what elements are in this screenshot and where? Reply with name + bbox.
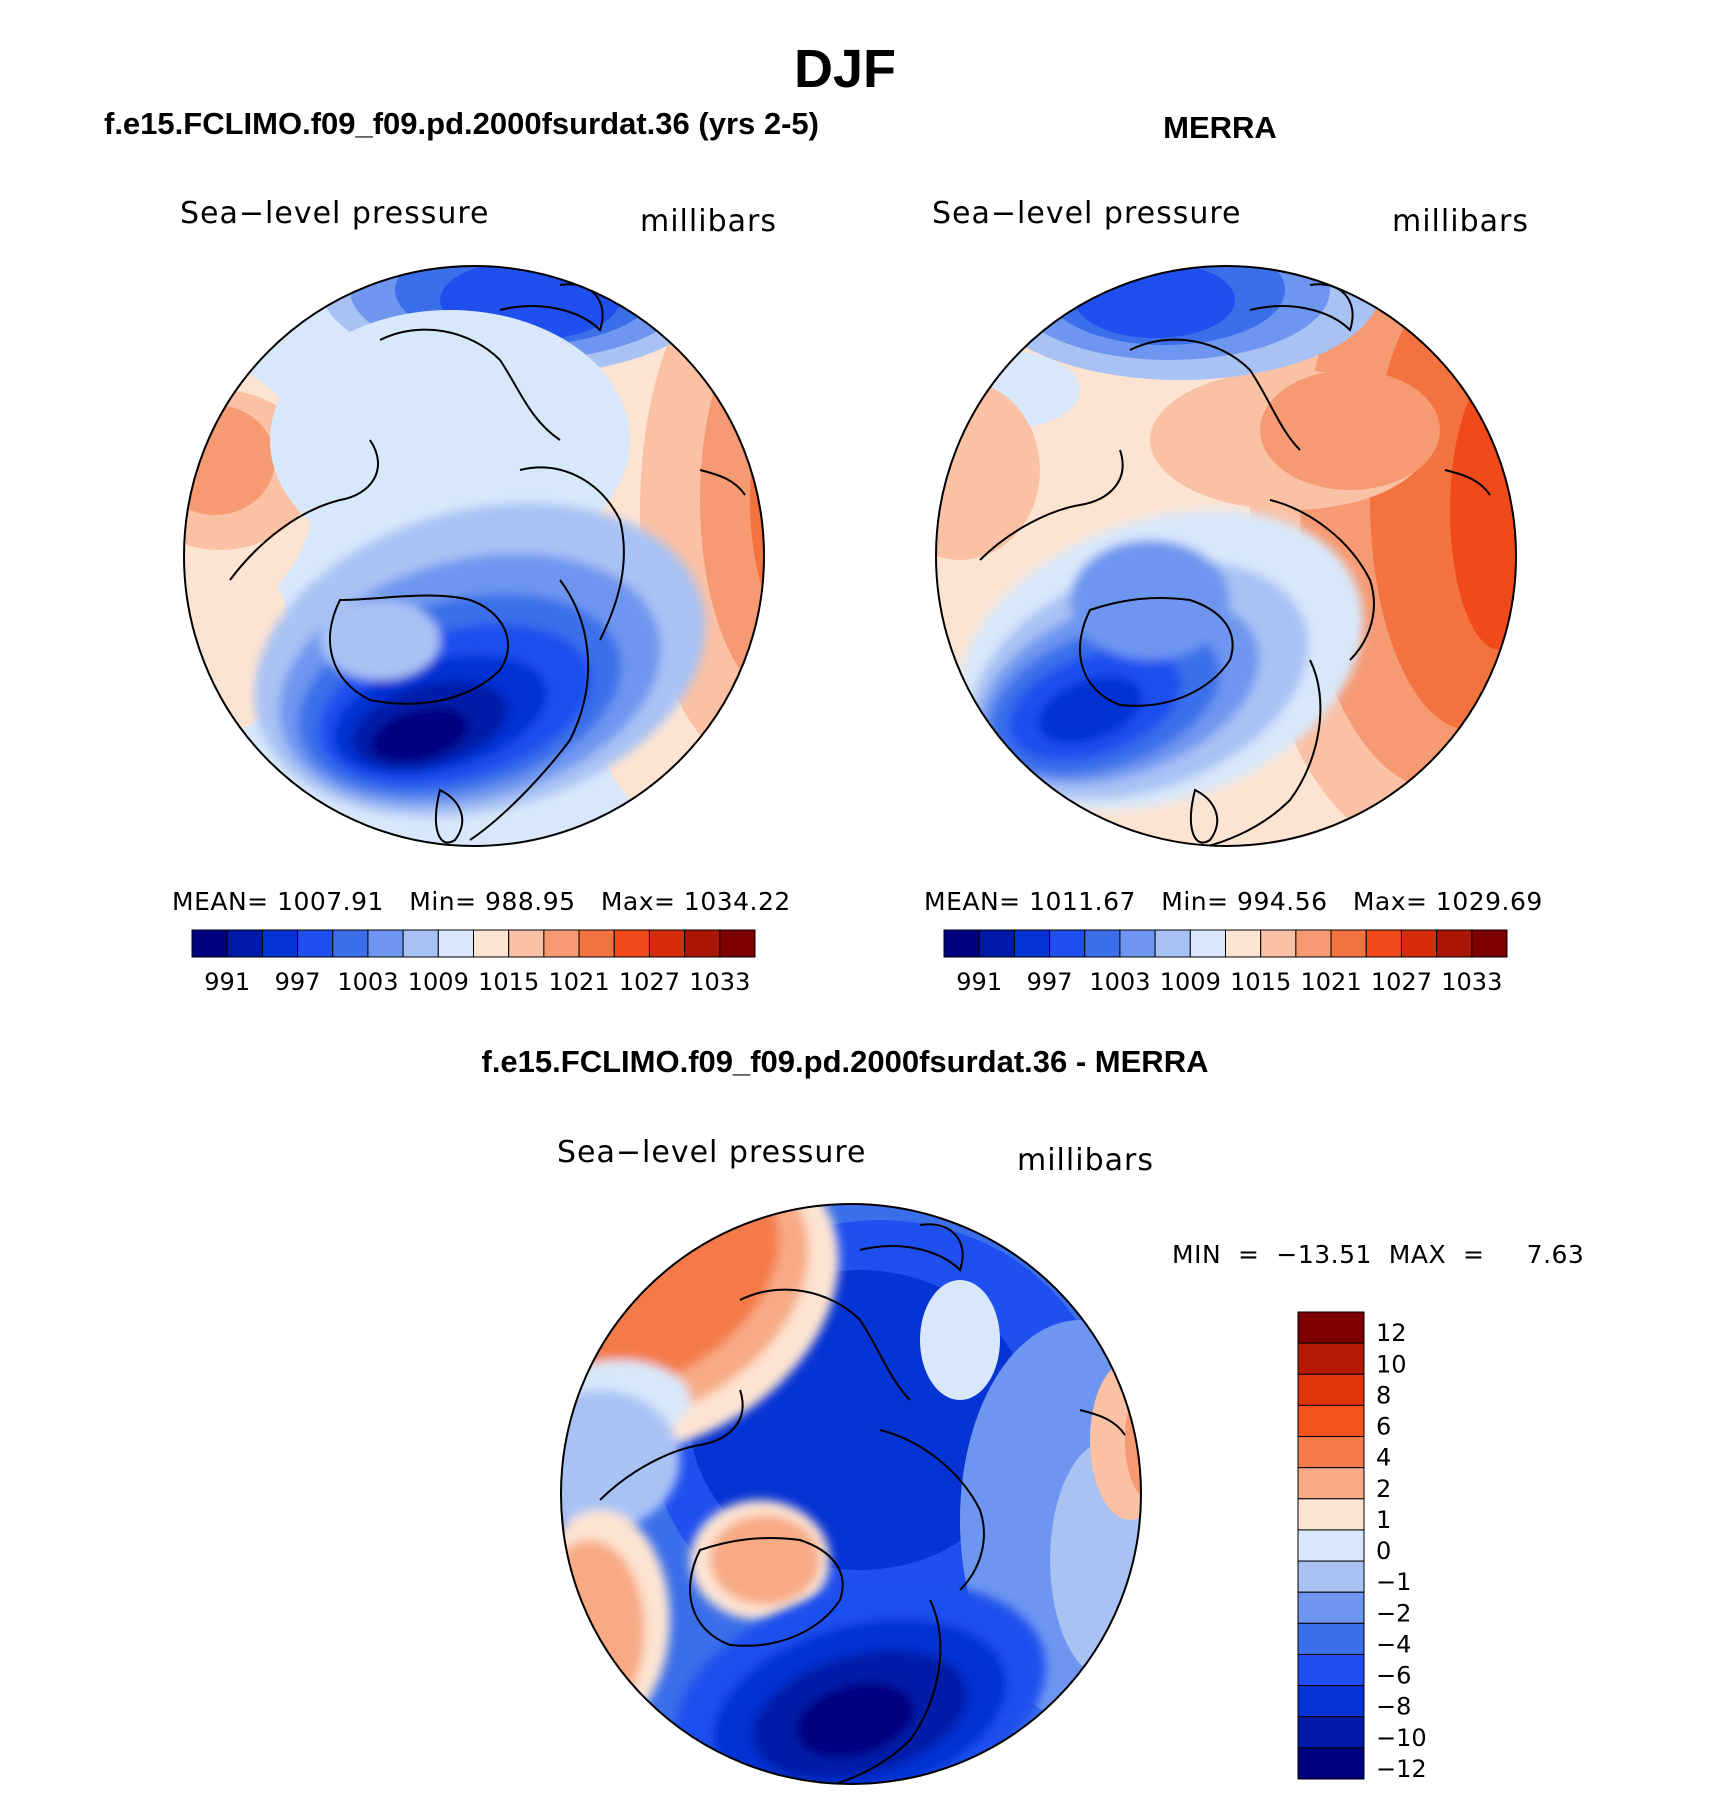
model-panel-title: f.e15.FCLIMO.f09_f09.pd.2000fsurdat.36 (…	[104, 106, 819, 141]
difference-colorbar-tick-label: −10	[1376, 1724, 1427, 1752]
obs-colorbar-tick-label: 1003	[1089, 968, 1150, 996]
difference-colorbar-swatch	[1297, 1342, 1365, 1375]
obs-colorbar-swatch	[1154, 929, 1191, 958]
obs-colorbar-swatch	[1330, 929, 1367, 958]
difference-colorbar-swatch	[1297, 1560, 1365, 1593]
model-colorbar-swatch	[613, 929, 650, 958]
difference-colorbar-swatch	[1297, 1373, 1365, 1406]
obs-colorbar-swatch	[1225, 929, 1262, 958]
obs-stats: MEAN= 1011.67 Min= 994.56 Max= 1029.69	[924, 887, 1543, 916]
model-colorbar-swatch	[261, 929, 299, 958]
obs-units-label: millibars	[1392, 204, 1529, 239]
difference-colorbar-swatch	[1297, 1653, 1365, 1687]
model-colorbar-swatch	[191, 929, 228, 958]
difference-stats: MIN = −13.51 MAX = 7.63	[1172, 1240, 1585, 1269]
obs-colorbar-swatch	[978, 929, 1015, 958]
obs-colorbar-swatch	[1260, 929, 1297, 958]
obs-panel-title: MERRA	[1163, 110, 1277, 145]
obs-colorbar-swatch	[1365, 929, 1402, 958]
model-colorbar-tick-label: 1021	[549, 968, 610, 996]
difference-colorbar-swatch	[1297, 1622, 1365, 1655]
difference-colorbar-tick-label: −2	[1376, 1599, 1411, 1627]
difference-map	[560, 1203, 1142, 1785]
obs-colorbar-tick-label: 991	[956, 968, 1002, 996]
obs-colorbar-tick-label: 1027	[1371, 968, 1432, 996]
difference-colorbar-swatch	[1297, 1747, 1365, 1780]
difference-variable-label: Sea−level pressure	[557, 1135, 867, 1170]
model-colorbar-tick-label: 1027	[619, 968, 680, 996]
difference-colorbar-swatch	[1297, 1498, 1365, 1531]
difference-colorbar-tick-label: 0	[1376, 1537, 1391, 1565]
obs-colorbar-tick-label: 1021	[1301, 968, 1362, 996]
model-colorbar-swatch	[332, 929, 369, 958]
obs-colorbar-swatch	[1084, 929, 1121, 958]
difference-colorbar-tick-label: −8	[1376, 1693, 1411, 1721]
difference-units-label: millibars	[1017, 1143, 1154, 1178]
difference-colorbar-swatch	[1297, 1311, 1365, 1344]
model-colorbar-swatch	[543, 929, 580, 958]
obs-colorbar-swatch	[1295, 929, 1332, 958]
figure-title: DJF	[793, 39, 896, 99]
obs-colorbar-tick-label: 997	[1027, 968, 1073, 996]
difference-colorbar-swatch	[1297, 1591, 1365, 1624]
model-colorbar-tick-label: 1033	[689, 968, 750, 996]
obs-slp-map	[935, 265, 1517, 847]
obs-colorbar-swatch	[1400, 929, 1438, 958]
model-colorbar-swatch	[578, 929, 615, 958]
obs-colorbar-swatch	[943, 929, 980, 958]
model-colorbar: 991 997 1003 1009 1015 1021 1027 1033	[191, 929, 756, 996]
model-colorbar-swatch	[402, 929, 439, 958]
difference-colorbar-tick-label: −1	[1376, 1568, 1411, 1596]
model-colorbar-swatch	[437, 929, 474, 958]
difference-colorbar-swatch	[1297, 1467, 1365, 1500]
difference-colorbar-tick-label: 2	[1376, 1475, 1391, 1503]
model-stats: MEAN= 1007.91 Min= 988.95 Max= 1034.22	[172, 887, 791, 916]
obs-colorbar: 991 997 1003 1009 1015 1021 1027 1033	[943, 929, 1508, 996]
obs-colorbar-swatch	[1013, 929, 1051, 958]
model-variable-label: Sea−level pressure	[180, 196, 490, 231]
model-colorbar-tick-label: 997	[275, 968, 321, 996]
obs-colorbar-swatch	[1049, 929, 1086, 958]
difference-colorbar-tick-label: −6	[1376, 1662, 1411, 1690]
obs-colorbar-swatch	[1436, 929, 1473, 958]
obs-variable-label: Sea−level pressure	[932, 196, 1242, 231]
obs-colorbar-tick-label: 1015	[1230, 968, 1291, 996]
model-colorbar-tick-label: 1009	[408, 968, 469, 996]
difference-colorbar-tick-label: 1	[1376, 1506, 1391, 1534]
model-colorbar-tick-label: 1015	[478, 968, 539, 996]
model-colorbar-swatch	[297, 929, 334, 958]
model-colorbar-tick-label: 1003	[337, 968, 398, 996]
model-colorbar-tick-label: 991	[204, 968, 250, 996]
difference-panel-title: f.e15.FCLIMO.f09_f09.pd.2000fsurdat.36 -…	[481, 1044, 1209, 1079]
difference-colorbar-tick-label: −12	[1376, 1755, 1427, 1783]
obs-colorbar-tick-label: 1033	[1441, 968, 1502, 996]
obs-colorbar-swatch	[1189, 929, 1226, 958]
model-colorbar-swatch	[684, 929, 721, 958]
model-colorbar-swatch	[508, 929, 545, 958]
difference-colorbar-tick-label: 4	[1376, 1444, 1391, 1472]
difference-colorbar-swatch	[1297, 1404, 1365, 1438]
difference-colorbar-swatch	[1297, 1685, 1365, 1718]
difference-colorbar-swatch	[1297, 1436, 1365, 1469]
difference-colorbar-swatch	[1297, 1529, 1365, 1562]
obs-colorbar-tick-label: 1009	[1160, 968, 1221, 996]
model-colorbar-swatch	[719, 929, 756, 958]
model-units-label: millibars	[640, 204, 777, 239]
difference-colorbar-tick-label: 12	[1376, 1319, 1407, 1347]
difference-colorbar-swatch	[1297, 1716, 1365, 1749]
obs-colorbar-swatch	[1119, 929, 1156, 958]
difference-colorbar-tick-label: 6	[1376, 1413, 1391, 1441]
obs-colorbar-swatch	[1471, 929, 1508, 958]
difference-colorbar-tick-label: −4	[1376, 1630, 1411, 1658]
model-colorbar-swatch	[473, 929, 510, 958]
model-colorbar-swatch	[226, 929, 263, 958]
model-colorbar-swatch	[648, 929, 686, 958]
model-colorbar-swatch	[367, 929, 404, 958]
difference-colorbar-tick-label: 10	[1376, 1350, 1407, 1378]
difference-colorbar-tick-label: 8	[1376, 1381, 1391, 1409]
model-slp-map	[183, 265, 765, 847]
